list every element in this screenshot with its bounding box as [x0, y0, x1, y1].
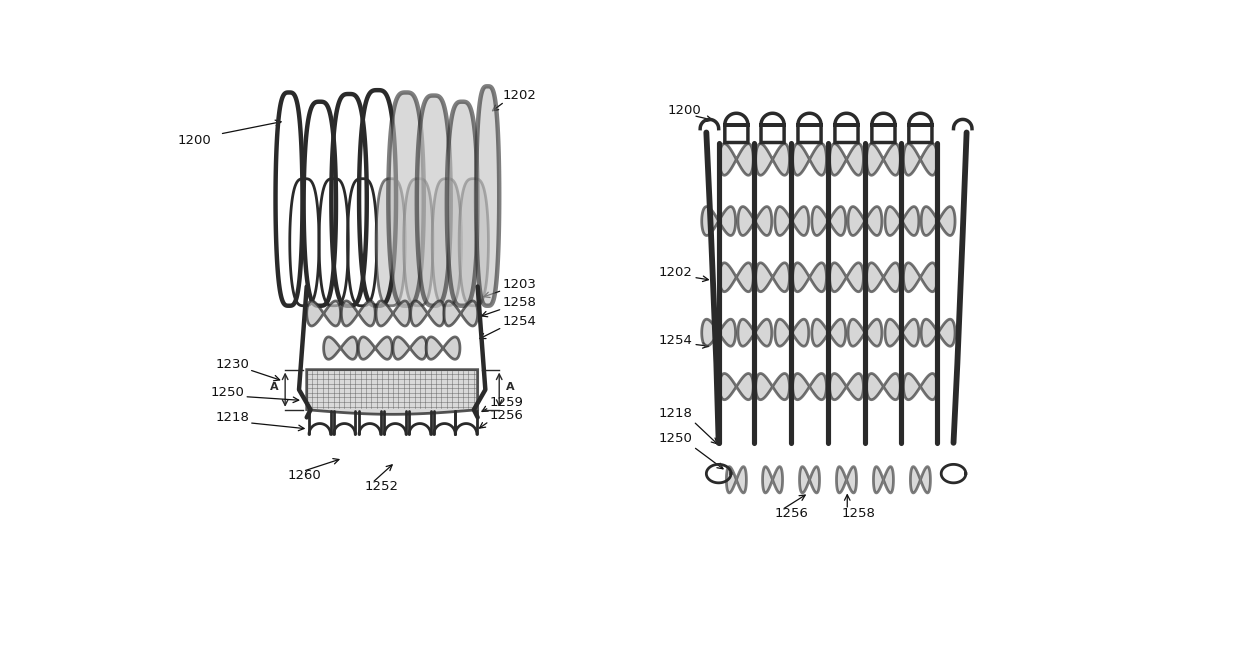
Polygon shape: [830, 373, 863, 400]
Text: 1260: 1260: [288, 468, 321, 481]
Text: 1250: 1250: [211, 386, 244, 400]
Text: 1254: 1254: [502, 314, 536, 328]
Polygon shape: [376, 301, 410, 326]
Polygon shape: [410, 301, 444, 326]
Text: 1256: 1256: [490, 409, 523, 422]
Polygon shape: [812, 206, 846, 236]
Polygon shape: [459, 179, 489, 306]
Polygon shape: [341, 301, 376, 326]
Text: 1258: 1258: [502, 296, 536, 309]
Polygon shape: [719, 143, 754, 176]
Polygon shape: [476, 86, 500, 306]
Polygon shape: [921, 319, 955, 346]
Polygon shape: [921, 206, 955, 236]
Polygon shape: [719, 373, 754, 400]
Polygon shape: [404, 179, 433, 306]
Polygon shape: [885, 206, 919, 236]
Text: 1202: 1202: [503, 89, 537, 102]
Polygon shape: [393, 337, 427, 359]
Polygon shape: [388, 92, 424, 306]
Text: 1200: 1200: [668, 104, 702, 117]
Polygon shape: [427, 337, 460, 359]
Polygon shape: [727, 466, 746, 493]
Polygon shape: [830, 263, 863, 291]
Polygon shape: [702, 206, 735, 236]
Polygon shape: [792, 263, 826, 291]
Polygon shape: [358, 337, 392, 359]
Polygon shape: [812, 319, 846, 346]
Text: 1252: 1252: [365, 480, 398, 493]
Polygon shape: [775, 319, 808, 346]
Text: 1203: 1203: [502, 278, 536, 291]
Polygon shape: [830, 143, 863, 176]
Text: 1218: 1218: [658, 407, 692, 420]
Polygon shape: [755, 263, 790, 291]
Text: 1258: 1258: [842, 507, 875, 520]
Polygon shape: [800, 466, 820, 493]
Polygon shape: [306, 301, 341, 326]
Polygon shape: [433, 179, 461, 306]
Text: 1218: 1218: [216, 411, 249, 424]
Polygon shape: [910, 466, 930, 493]
Polygon shape: [848, 206, 882, 236]
Polygon shape: [719, 263, 754, 291]
Polygon shape: [848, 319, 882, 346]
Polygon shape: [837, 466, 857, 493]
Text: A: A: [506, 383, 515, 392]
Polygon shape: [446, 102, 477, 306]
Polygon shape: [306, 369, 477, 415]
Polygon shape: [867, 373, 900, 400]
Polygon shape: [904, 373, 937, 400]
Polygon shape: [792, 143, 826, 176]
Text: 1256: 1256: [774, 507, 808, 520]
Polygon shape: [792, 373, 826, 400]
Text: 1250: 1250: [658, 432, 692, 445]
Polygon shape: [755, 373, 790, 400]
Polygon shape: [702, 319, 735, 346]
Polygon shape: [376, 179, 405, 306]
Polygon shape: [904, 263, 937, 291]
Polygon shape: [444, 301, 477, 326]
Polygon shape: [755, 143, 790, 176]
Polygon shape: [904, 143, 937, 176]
Polygon shape: [885, 319, 919, 346]
Text: A: A: [270, 383, 279, 392]
Polygon shape: [738, 206, 771, 236]
Polygon shape: [738, 319, 771, 346]
Text: 1254: 1254: [658, 334, 692, 347]
Polygon shape: [763, 466, 782, 493]
Text: 1259: 1259: [490, 396, 523, 409]
Polygon shape: [324, 337, 357, 359]
Polygon shape: [873, 466, 894, 493]
Text: 1202: 1202: [658, 266, 692, 279]
Text: 1200: 1200: [177, 134, 211, 147]
Polygon shape: [775, 206, 808, 236]
Polygon shape: [867, 143, 900, 176]
Polygon shape: [417, 96, 450, 306]
Polygon shape: [867, 263, 900, 291]
Text: 1230: 1230: [216, 358, 249, 371]
